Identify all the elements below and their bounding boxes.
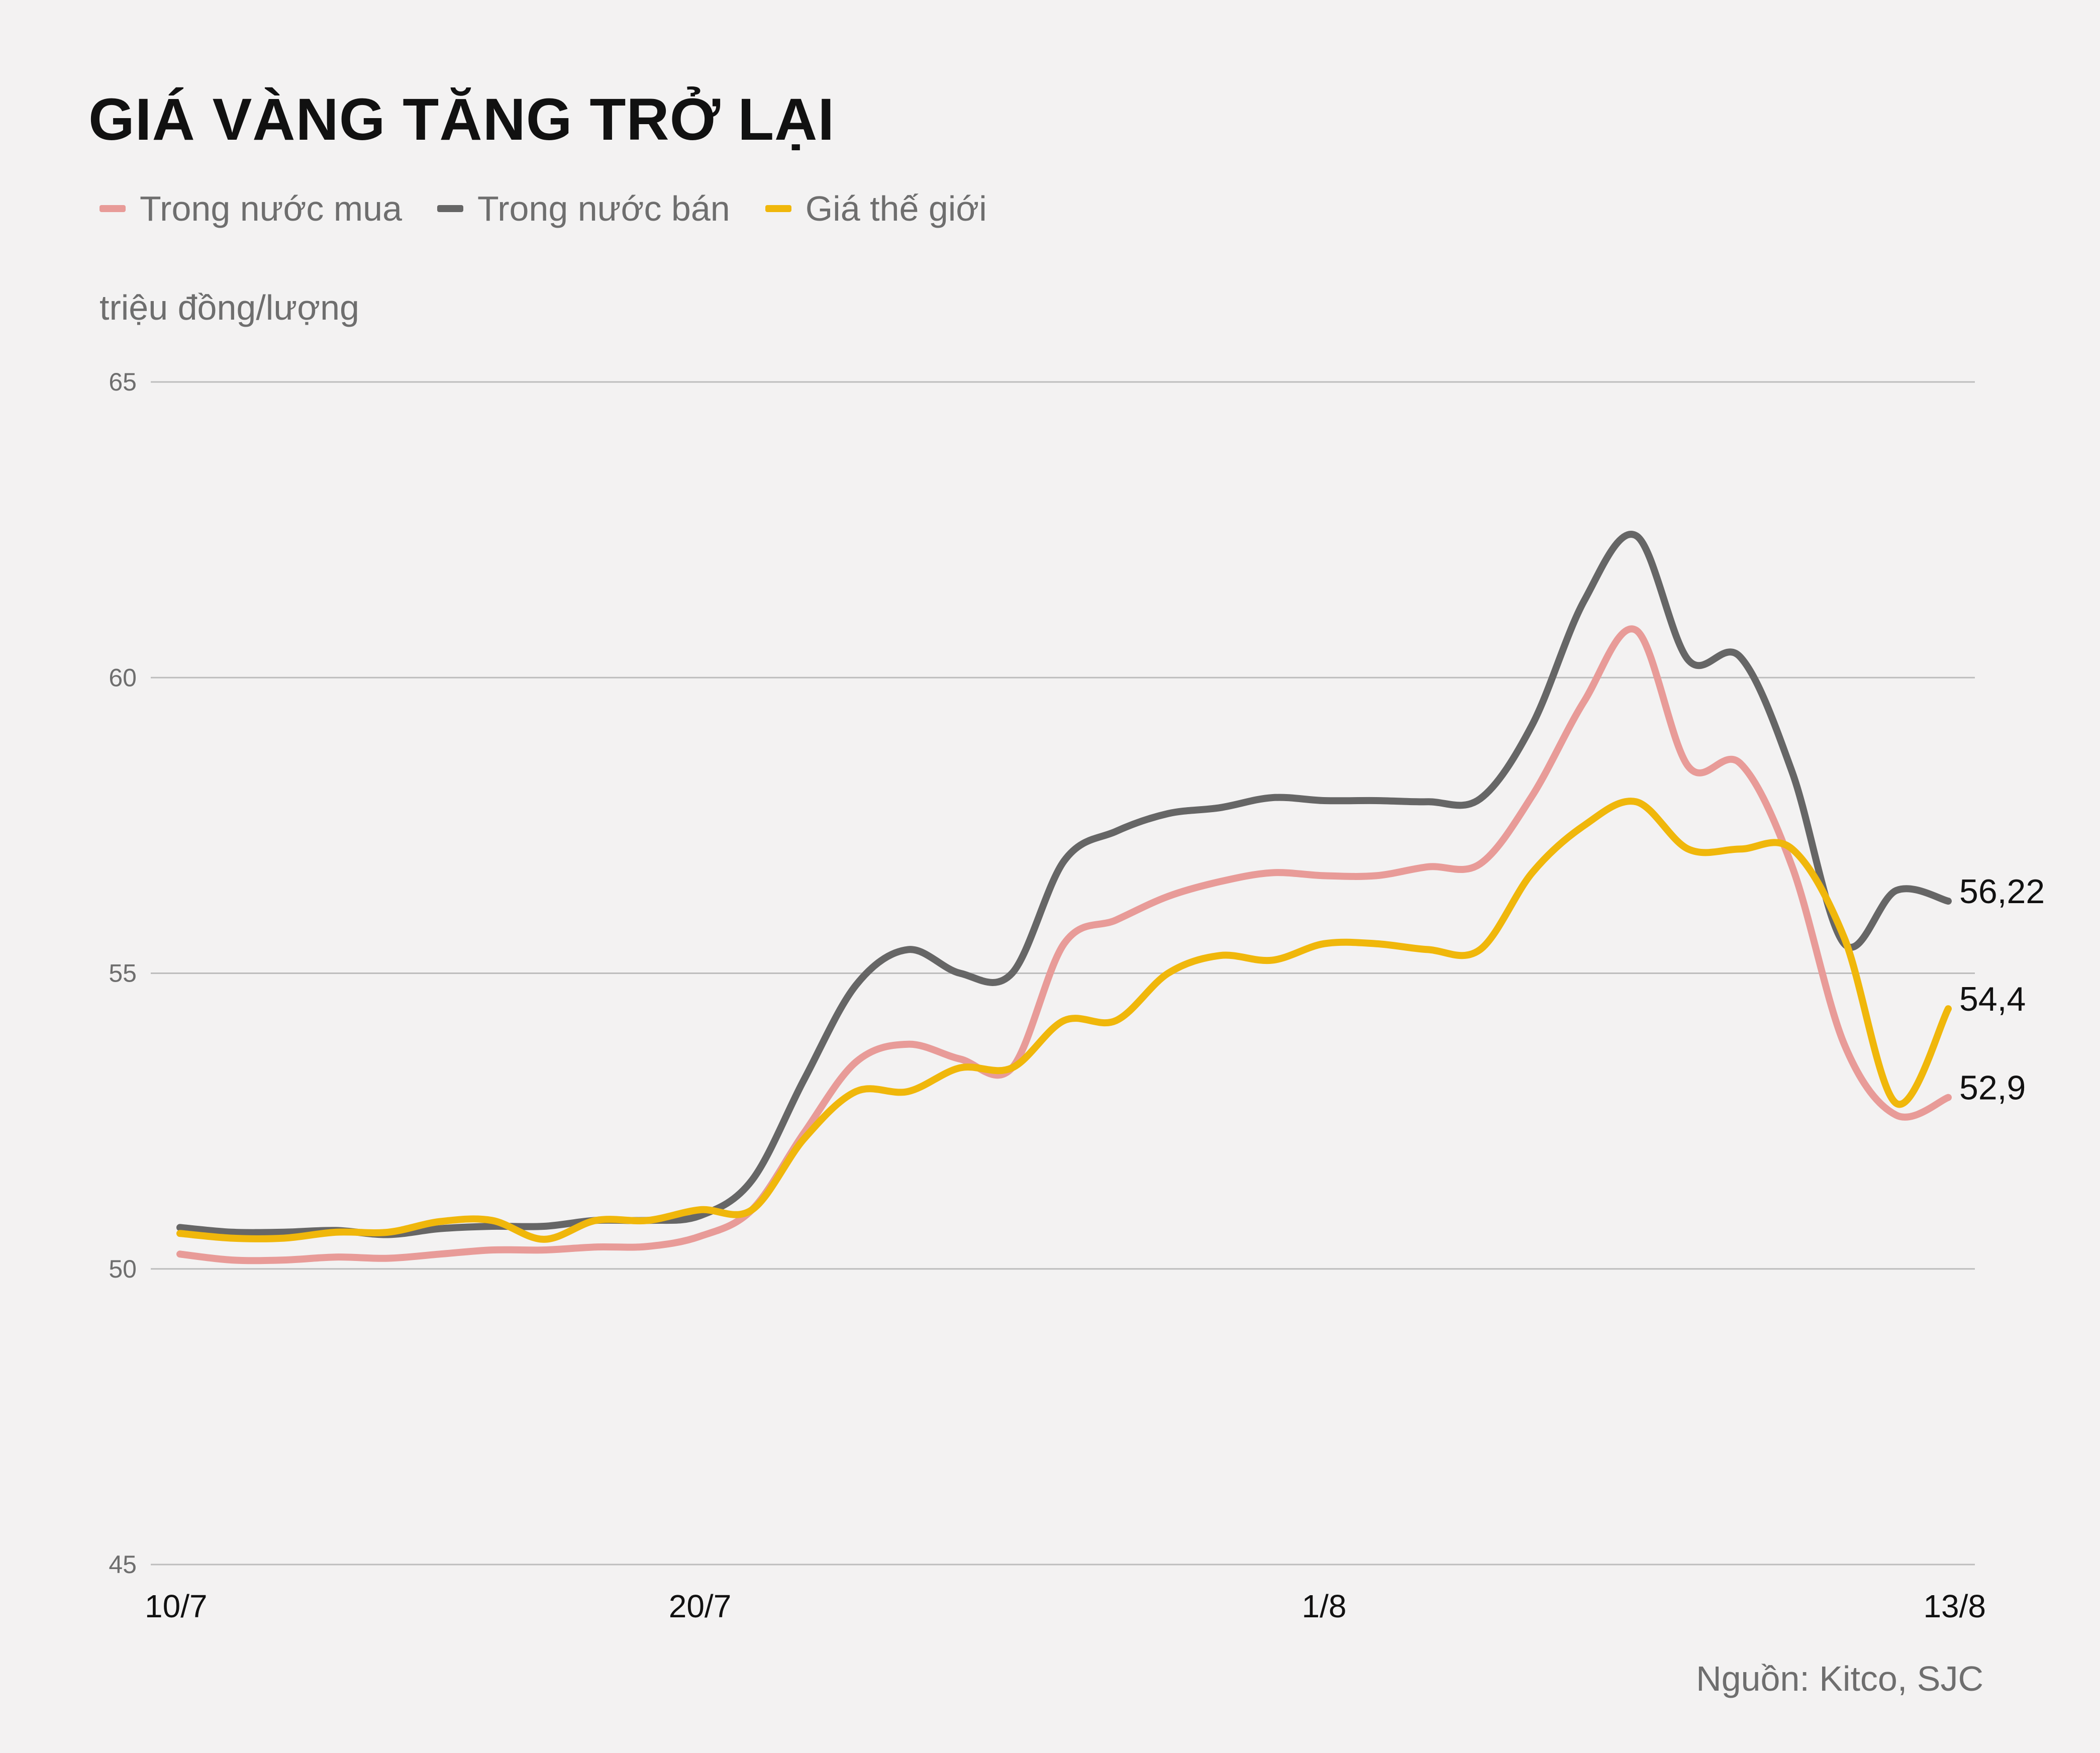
y-tick-label-60: 60 [109,663,137,692]
series-line-domestic-buy [176,625,1952,1264]
legend-swatch-domestic-sell [437,205,464,212]
grid-lines [151,381,1975,1566]
legend-label-domestic-buy: Trong nước mua [140,189,403,228]
series-lines [176,531,1952,1264]
end-label-domestic-sell: 56,22 [1959,872,2045,911]
y-tick-label-65: 65 [109,368,137,396]
x-tick-label-13-8: 13/8 [1923,1588,1986,1624]
end-label-domestic-buy: 52,9 [1959,1069,2026,1107]
series-line-world-price [176,798,1952,1243]
end-label-world-price: 54,4 [1959,980,2026,1018]
legend-label-world-price: Giá thế giới [805,189,987,228]
y-tick-label-50: 50 [109,1255,137,1283]
x-axis-ticks: 10/7 20/7 1/8 13/8 [145,1588,1986,1624]
y-tick-label-55: 55 [109,959,137,988]
legend-item-world-price: Giá thế giới [765,188,987,229]
end-labels: 52,9 56,22 54,4 [1959,872,2045,1107]
x-tick-label-1-8: 1/8 [1302,1588,1347,1624]
x-tick-label-20-7: 20/7 [669,1588,732,1624]
y-tick-label-45: 45 [109,1550,137,1579]
legend-swatch-domestic-buy [99,205,126,212]
legend-label-domestic-sell: Trong nước bán [477,189,730,228]
chart-legend: Trong nước mua Trong nước bán Giá thế gi… [99,188,987,229]
legend-swatch-world-price [765,205,791,212]
x-tick-label-10-7: 10/7 [145,1588,208,1624]
chart-title: GIÁ VÀNG TĂNG TRỞ LẠI [88,86,835,153]
y-axis-ticks: 65 60 55 50 45 [109,368,137,1579]
source-note: Nguồn: Kitco, SJC [1696,1659,1983,1698]
series-line-domestic-sell [176,531,1952,1238]
legend-item-domestic-sell: Trong nước bán [437,188,730,229]
y-axis-unit-label: triệu đồng/lượng [99,288,359,327]
legend-item-domestic-buy: Trong nước mua [99,188,402,229]
